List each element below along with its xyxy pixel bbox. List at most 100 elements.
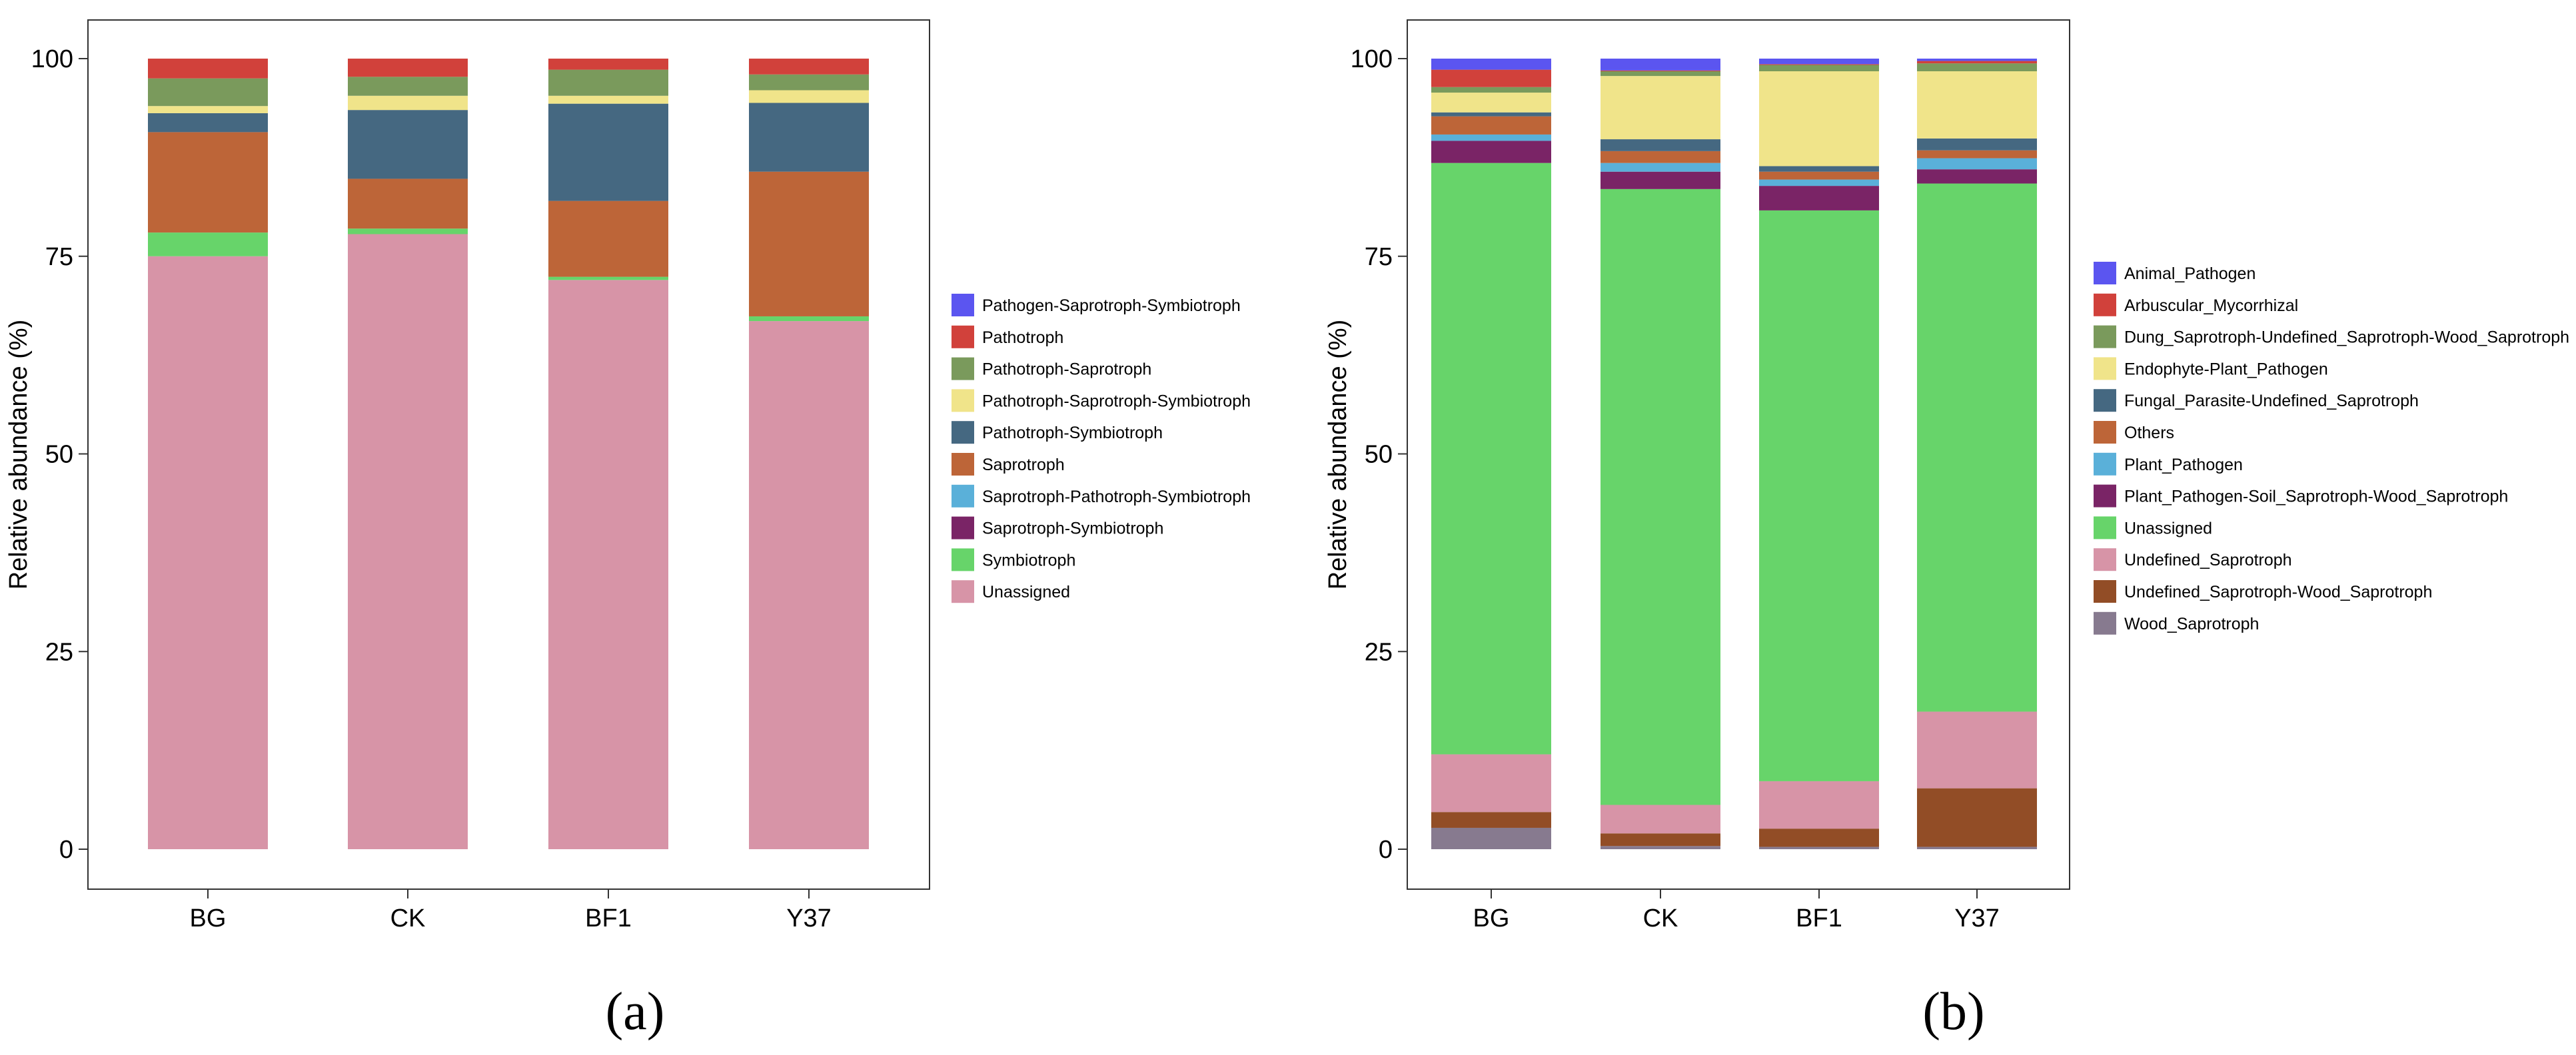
chart-panel-b: 0 25 50 75 100 Relative abundance (%) BG CK BF1 Y… bbox=[1324, 19, 2569, 1041]
bar-segment-fungal-parasite-undefined-saprotroph bbox=[1601, 139, 1720, 151]
bar-segment-others bbox=[1917, 150, 2037, 159]
legend-label: Unassigned bbox=[2124, 519, 2212, 537]
bar-segment-plant-pathogen-soil-saprotroph-wood-saprotroph bbox=[1601, 171, 1720, 189]
x-tick-label: Y37 bbox=[786, 904, 832, 932]
legend-swatch bbox=[952, 516, 974, 539]
x-tick-label: Y37 bbox=[1954, 904, 2000, 932]
bar-segment-dung-saprotroph-undefined-saprotroph-wood-saprotroph bbox=[1431, 87, 1551, 93]
legend-label: Pathotroph-Saprotroph bbox=[982, 360, 1151, 379]
bar-stack-ck bbox=[348, 59, 468, 849]
bar-segment-saprotroph bbox=[749, 171, 869, 316]
legend-label: Pathogen-Saprotroph-Symbiotroph bbox=[982, 296, 1241, 315]
bar-segment-dung-saprotroph-undefined-saprotroph-wood-saprotroph bbox=[1917, 63, 2037, 71]
bar-segment-plant-pathogen-soil-saprotroph-wood-saprotroph bbox=[1759, 186, 1879, 210]
x-tick-label: CK bbox=[1643, 904, 1678, 932]
bar-segment-symbiotroph bbox=[749, 316, 869, 322]
legend-swatch bbox=[2094, 357, 2116, 380]
bar-segment-pathotroph bbox=[148, 59, 268, 79]
legend-swatch bbox=[952, 421, 974, 444]
legend-swatch bbox=[952, 548, 974, 571]
legend-label: Plant_Pathogen bbox=[2124, 456, 2243, 474]
bar-segment-unassigned bbox=[548, 280, 668, 849]
bar-segment-pathotroph-saprotroph-symbiotroph bbox=[548, 95, 668, 104]
bar-segment-animal-pathogen bbox=[1917, 59, 2037, 61]
bar-segment-wood-saprotroph bbox=[1431, 827, 1551, 849]
legend-label: Undefined_Saprotroph bbox=[2124, 551, 2292, 569]
bar-segment-undefined-saprotroph-wood-saprotroph bbox=[1917, 788, 2037, 847]
bar-stack-y37 bbox=[749, 59, 869, 850]
bar-segment-undefined-saprotroph-wood-saprotroph bbox=[1759, 829, 1879, 847]
bar-segment-dung-saprotroph-undefined-saprotroph-wood-saprotroph bbox=[1601, 71, 1720, 77]
bar-segment-unassigned bbox=[1759, 210, 1879, 781]
bar-segment-others bbox=[1431, 116, 1551, 135]
legend-label: Dung_Saprotroph-Undefined_Saprotroph-Woo… bbox=[2124, 328, 2569, 347]
bar-segment-undefined-saprotroph bbox=[1431, 754, 1551, 813]
bar-stack-ck bbox=[1601, 59, 1720, 849]
bar-segment-arbuscular-mycorrhizal bbox=[1431, 69, 1551, 87]
bar-segment-saprotroph bbox=[148, 132, 268, 233]
bar-segment-undefined-saprotroph-wood-saprotroph bbox=[1431, 812, 1551, 828]
bar-segment-wood-saprotroph bbox=[1601, 846, 1720, 849]
panel-label: (a) bbox=[606, 982, 665, 1041]
bar-stack-y37 bbox=[1917, 59, 2037, 849]
bar-segment-pathotroph-saprotroph-symbiotroph bbox=[749, 90, 869, 103]
x-tick-label: CK bbox=[390, 904, 426, 932]
legend: Pathogen-Saprotroph-Symbiotroph Pathotrop… bbox=[952, 294, 1251, 603]
bar-segment-unassigned bbox=[148, 256, 268, 849]
legend-label: Pathotroph-Saprotroph-Symbiotroph bbox=[982, 392, 1251, 410]
bar-segment-unassigned bbox=[1601, 188, 1720, 805]
bar-segment-symbiotroph bbox=[148, 232, 268, 256]
bar-stack-bg bbox=[1431, 59, 1551, 849]
bar-segment-wood-saprotroph bbox=[1759, 847, 1879, 849]
y-tick-label: 25 bbox=[45, 638, 73, 666]
bar-segment-dung-saprotroph-undefined-saprotroph-wood-saprotroph bbox=[1759, 65, 1879, 71]
legend-label: Symbiotroph bbox=[982, 551, 1075, 569]
bar-segment-pathotroph-saprotroph-symbiotroph bbox=[148, 106, 268, 113]
legend-swatch bbox=[952, 484, 974, 508]
legend-label: Saprotroph-Symbiotroph bbox=[982, 520, 1163, 538]
x-tick-label: BG bbox=[1473, 904, 1510, 932]
legend-swatch bbox=[2094, 580, 2116, 603]
bar-segment-fungal-parasite-undefined-saprotroph bbox=[1759, 166, 1879, 172]
bar-segment-arbuscular-mycorrhizal bbox=[1759, 64, 1879, 65]
legend-label: Endophyte-Plant_Pathogen bbox=[2124, 360, 2328, 378]
y-tick-label: 25 bbox=[1365, 638, 1393, 666]
legend-swatch bbox=[952, 294, 974, 316]
bar-segment-undefined-saprotroph bbox=[1601, 805, 1720, 834]
legend-swatch bbox=[2094, 484, 2116, 508]
bar-segment-fungal-parasite-undefined-saprotroph bbox=[1917, 138, 2037, 151]
bar-segment-undefined-saprotroph-wood-saprotroph bbox=[1601, 833, 1720, 847]
legend: Animal_Pathogen Arbuscular_Mycorrhizal Dun… bbox=[2094, 262, 2569, 635]
legend-label: Undefined_Saprotroph-Wood_Saprotroph bbox=[2124, 583, 2432, 601]
bar-segment-undefined-saprotroph bbox=[1759, 781, 1879, 829]
legend-swatch bbox=[952, 580, 974, 603]
legend-swatch bbox=[2094, 548, 2116, 571]
bar-segment-saprotroph bbox=[548, 200, 668, 277]
legend-label: Others bbox=[2124, 424, 2174, 442]
bar-segment-plant-pathogen-soil-saprotroph-wood-saprotroph bbox=[1917, 169, 2037, 184]
bar-segment-pathotroph-saprotroph bbox=[348, 77, 468, 96]
bar-segment-pathotroph-saprotroph bbox=[548, 69, 668, 96]
bar-segment-pathotroph-saprotroph bbox=[749, 74, 869, 91]
bar-segment-plant-pathogen bbox=[1601, 163, 1720, 172]
bar-segment-plant-pathogen-soil-saprotroph-wood-saprotroph bbox=[1431, 141, 1551, 163]
bar-segment-endophyte-plant-pathogen bbox=[1601, 76, 1720, 140]
legend-label: Arbuscular_Mycorrhizal bbox=[2124, 296, 2298, 315]
bar-segment-unassigned bbox=[1431, 163, 1551, 755]
legend-label: Pathotroph-Symbiotroph bbox=[982, 424, 1163, 442]
legend-label: Plant_Pathogen-Soil_Saprotroph-Wood_Sapr… bbox=[2124, 488, 2508, 506]
bar-segment-plant-pathogen bbox=[1431, 134, 1551, 141]
panel-label: (b) bbox=[1922, 982, 1984, 1041]
legend-swatch bbox=[2094, 389, 2116, 412]
bar-segment-animal-pathogen bbox=[1759, 59, 1879, 65]
legend-label: Fungal_Parasite-Undefined_Saprotroph bbox=[2124, 392, 2419, 410]
bar-segment-symbiotroph bbox=[348, 228, 468, 234]
legend-swatch bbox=[2094, 262, 2116, 284]
y-tick-label: 50 bbox=[45, 441, 73, 469]
legend-label: Wood_Saprotroph bbox=[2124, 615, 2259, 633]
legend-swatch bbox=[2094, 452, 2116, 476]
legend-swatch bbox=[2094, 293, 2116, 316]
bar-segment-saprotroph bbox=[348, 178, 468, 229]
x-tick-label: BG bbox=[190, 904, 227, 932]
